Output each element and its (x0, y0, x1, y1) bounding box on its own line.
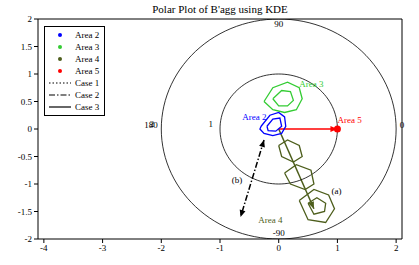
svg-text:2: 2 (150, 119, 155, 129)
svg-text:2: 2 (28, 14, 33, 24)
html-text:Area 5: Area 5 (75, 66, 100, 76)
html-text:Case 1: Case 1 (75, 78, 100, 88)
svg-text:180: 180 (144, 119, 158, 130)
svg-text:0: 0 (276, 243, 281, 253)
svg-text:0: 0 (400, 120, 405, 130)
svg-text:-3: -3 (99, 243, 107, 253)
html-text:Area 3: Area 3 (75, 42, 100, 52)
svg-text:Area 3: Area 3 (299, 79, 324, 89)
svg-text:1: 1 (335, 243, 340, 253)
svg-text:-1: -1 (216, 243, 224, 253)
html-text:Area 2: Area 2 (75, 30, 100, 40)
svg-text:0: 0 (28, 124, 33, 134)
svg-text:-4: -4 (40, 243, 48, 253)
svg-text:1: 1 (28, 69, 33, 79)
svg-text:(b): (b) (232, 175, 243, 185)
svg-text:-0.5: -0.5 (18, 152, 33, 162)
svg-text:2: 2 (394, 243, 399, 253)
svg-text:Area 4: Area 4 (258, 215, 283, 225)
svg-text:-90: -90 (273, 228, 285, 238)
html-text:Polar Plot of B'agg using KDE: Polar Plot of B'agg using KDE (152, 3, 288, 15)
html-text:Area 4: Area 4 (75, 54, 100, 64)
svg-text:Area 2: Area 2 (242, 112, 266, 122)
html-text:Case 2: Case 2 (75, 90, 100, 100)
svg-text:1.5: 1.5 (21, 42, 33, 52)
svg-text:Area 5: Area 5 (337, 115, 362, 125)
svg-text:0.5: 0.5 (21, 97, 33, 107)
svg-text:-2: -2 (158, 243, 166, 253)
svg-text:-2: -2 (25, 234, 33, 244)
html-text:Case 3: Case 3 (75, 102, 100, 112)
svg-text:-1.5: -1.5 (18, 207, 33, 217)
svg-text:(a): (a) (332, 186, 342, 196)
svg-text:90: 90 (274, 19, 284, 29)
svg-text:-1: -1 (25, 179, 33, 189)
svg-text:1: 1 (208, 119, 213, 129)
